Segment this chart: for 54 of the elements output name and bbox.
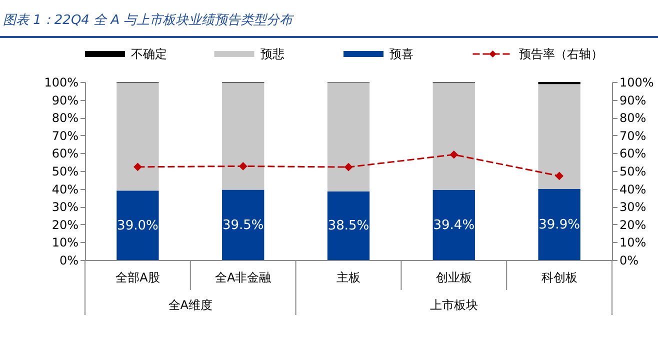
point	[344, 162, 353, 172]
y2-tick-label: 60%	[620, 146, 646, 161]
y2-tick-label: 90%	[620, 93, 646, 108]
y2-tick-label: 30%	[620, 200, 646, 214]
legend-label: 预悲	[260, 47, 284, 61]
y-tick-label: 0%	[59, 254, 78, 268]
bar	[327, 82, 370, 192]
y-tick-label: 80%	[52, 111, 78, 126]
y-tick-label: 30%	[52, 200, 78, 214]
y2-tick-label: 0%	[620, 254, 639, 268]
text: 全A维度	[168, 298, 213, 312]
data-label: 39.4%	[433, 218, 475, 233]
y-tick-label: 60%	[52, 146, 78, 161]
y2-tick-label: 100%	[620, 76, 654, 90]
data-label: 39.0%	[117, 218, 158, 234]
data-label: 38.5%	[328, 218, 370, 234]
point	[555, 172, 564, 180]
point	[450, 150, 458, 159]
y-tick-label: 50%	[52, 164, 78, 178]
y-tick-label: 40%	[52, 182, 78, 196]
point	[238, 162, 248, 170]
y-tick-label: 70%	[52, 128, 78, 143]
y2-tick-label: 20%	[620, 218, 646, 232]
bar	[432, 190, 475, 260]
point	[134, 162, 142, 172]
text: 上市板块	[430, 298, 478, 312]
bar	[538, 84, 580, 189]
bar	[222, 82, 264, 190]
bar	[116, 82, 159, 191]
legend-label: 预喜	[390, 47, 414, 61]
bar	[116, 190, 159, 260]
y-tick-label: 90%	[52, 93, 78, 108]
y-tick-label: 10%	[52, 236, 78, 250]
y2-tick-label: 50%	[620, 164, 646, 178]
data-label: 39.9%	[538, 217, 580, 232]
x-tick-label: 全A非金融	[214, 270, 272, 284]
y-tick-label: 100%	[44, 76, 78, 90]
chart-title: 图表 1：22Q4 全 A 与上市板块业绩预告类型分布	[3, 13, 295, 28]
x-tick-label: 主板	[336, 270, 360, 284]
legend-label: 不确定	[131, 47, 167, 61]
bar	[432, 82, 475, 190]
bar	[538, 188, 580, 260]
y2-tick-label: 70%	[620, 128, 646, 143]
y2-tick-label: 80%	[620, 111, 646, 126]
y2-tick-label: 40%	[620, 182, 646, 196]
x-tick-label: 全部A股	[116, 270, 160, 284]
data-label: 39.5%	[222, 218, 264, 233]
y-tick-label: 20%	[52, 218, 78, 232]
legend-label: 预告率（右轴）	[518, 47, 603, 61]
bar	[222, 190, 264, 260]
y2-tick-label: 10%	[620, 236, 646, 250]
x-tick-label: 创业板	[436, 270, 472, 284]
x-tick-label: 科创板	[541, 270, 578, 284]
bar	[327, 191, 370, 260]
